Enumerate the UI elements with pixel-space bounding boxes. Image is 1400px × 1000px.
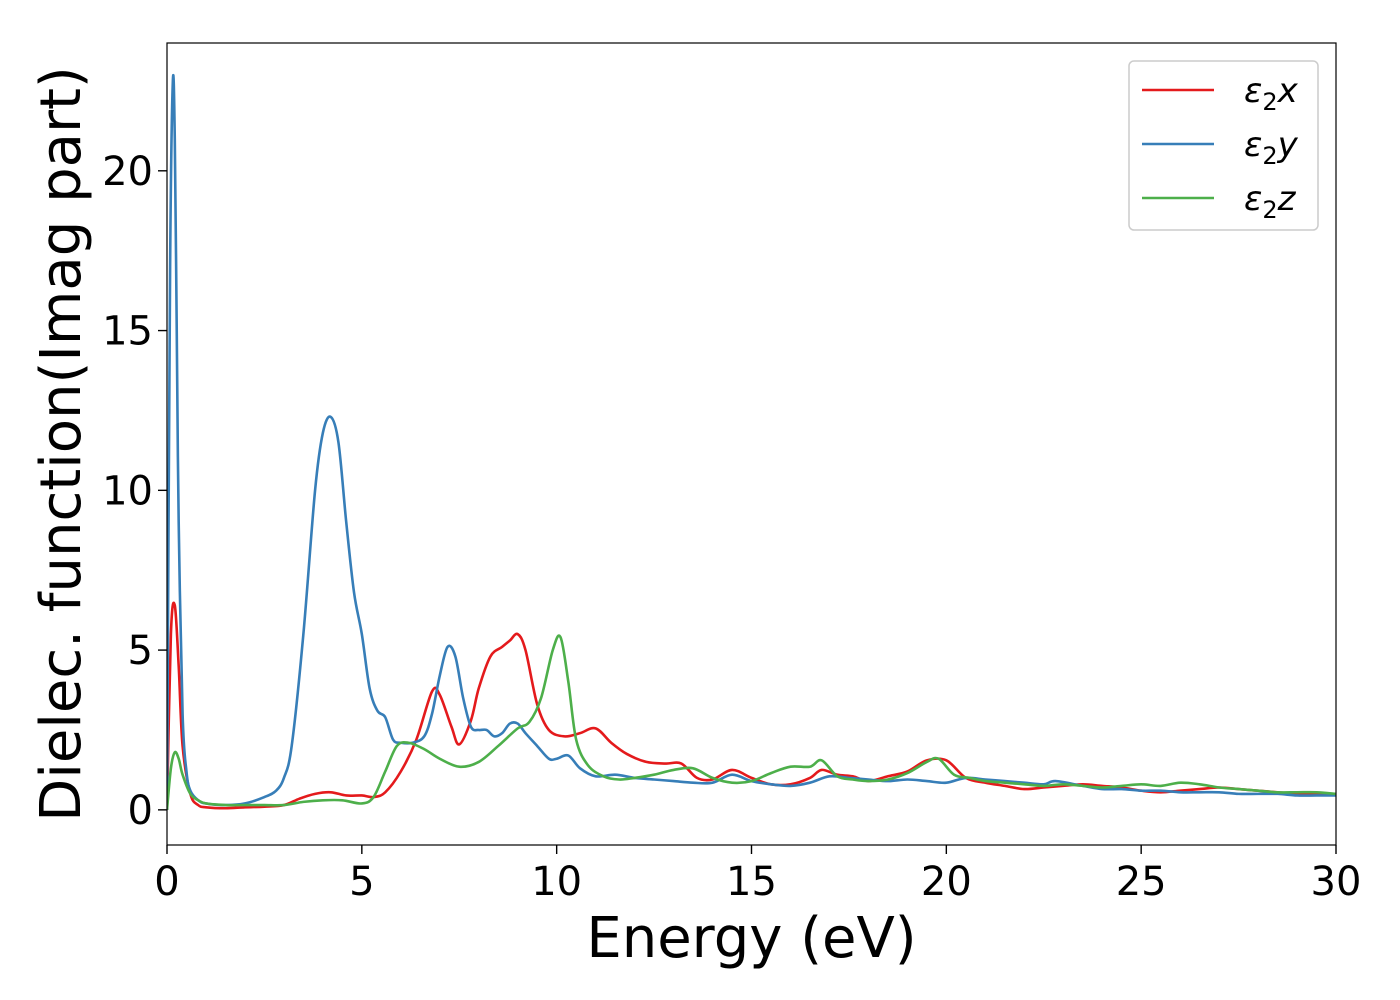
x-tick-label: 15	[726, 859, 777, 905]
y-tick-label: 5	[128, 628, 153, 674]
legend-box	[1128, 60, 1319, 231]
x-tick-label: 30	[1311, 859, 1362, 905]
x-tick-label: 5	[349, 859, 374, 905]
ticks-layer: 0 5 10 15 20 25 30 0 5 10 15 20	[102, 149, 1361, 905]
series-line-eps2z	[167, 634, 1336, 810]
y-tick-label: 0	[128, 788, 153, 834]
y-tick-label: 20	[102, 149, 153, 195]
legend: ε2x ε2y ε2z	[1128, 60, 1319, 231]
x-tick-label: 0	[154, 859, 179, 905]
x-tick-label: 25	[1116, 859, 1167, 905]
legend-label-eps2y: ε2y	[1244, 125, 1299, 170]
legend-label-eps2x: ε2x	[1244, 71, 1299, 116]
y-tick-label: 15	[102, 309, 153, 355]
legend-label-eps2z: ε2z	[1244, 179, 1297, 224]
y-axis-title: Dielec. function(Imag part)	[29, 66, 94, 822]
y-tick-label: 10	[102, 468, 153, 514]
x-tick-label: 10	[531, 859, 582, 905]
series-layer	[167, 73, 1336, 810]
series-line-eps2x	[167, 601, 1336, 810]
x-axis-title: Energy (eV)	[586, 906, 916, 971]
x-tick-label: 20	[921, 859, 972, 905]
